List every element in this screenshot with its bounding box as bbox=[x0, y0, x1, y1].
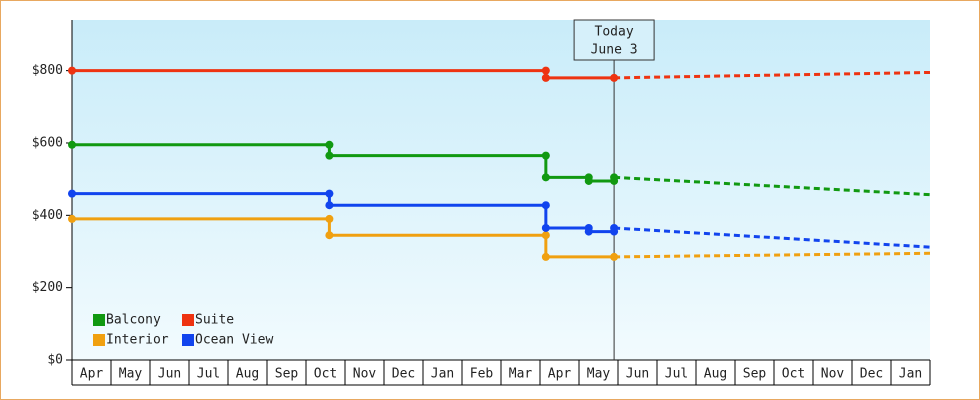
price-point bbox=[541, 231, 550, 240]
x-tick-label: Jun bbox=[626, 367, 649, 382]
x-tick-label: Apr bbox=[548, 367, 572, 382]
x-tick-label: Sep bbox=[275, 367, 299, 382]
x-tick-label: Apr bbox=[80, 367, 104, 382]
x-tick-label: Sep bbox=[743, 367, 767, 382]
price-point bbox=[541, 66, 550, 75]
y-tick-label: $600 bbox=[32, 135, 63, 150]
legend-label: Suite bbox=[195, 313, 234, 328]
price-point bbox=[541, 223, 550, 232]
today-box bbox=[573, 19, 655, 61]
price-point bbox=[584, 227, 593, 236]
x-tick-label: Oct bbox=[782, 367, 805, 382]
legend-swatch bbox=[93, 334, 105, 346]
legend-label: Interior bbox=[106, 333, 169, 348]
y-tick-label: $200 bbox=[32, 280, 63, 295]
price-point bbox=[325, 189, 334, 198]
price-point bbox=[325, 140, 334, 149]
x-tick-label: Nov bbox=[353, 367, 377, 382]
price-point bbox=[541, 252, 550, 261]
x-tick-label: Nov bbox=[821, 367, 845, 382]
plot-area bbox=[72, 20, 930, 360]
price-point bbox=[541, 201, 550, 210]
forecast-line bbox=[614, 251, 931, 259]
price-point bbox=[325, 214, 334, 223]
x-tick-label: Dec bbox=[860, 367, 883, 382]
price-point bbox=[541, 151, 550, 160]
today-label: Today bbox=[595, 25, 634, 40]
x-tick-label: Jun bbox=[158, 367, 181, 382]
price-point bbox=[325, 151, 334, 160]
x-tick-label: Aug bbox=[236, 367, 259, 382]
price-line bbox=[72, 217, 615, 259]
legend-swatch bbox=[93, 314, 105, 326]
x-tick-label: Jan bbox=[431, 367, 454, 382]
y-tick-label: $0 bbox=[47, 353, 63, 368]
price-point bbox=[610, 223, 619, 232]
price-point bbox=[68, 140, 76, 149]
y-tick-label: $800 bbox=[32, 63, 63, 78]
price-point bbox=[68, 66, 76, 75]
price-point bbox=[610, 252, 619, 261]
forecast-line bbox=[614, 175, 931, 197]
price-point bbox=[610, 73, 619, 82]
price-point bbox=[325, 201, 334, 210]
x-tick-label: Aug bbox=[704, 367, 727, 382]
price-point bbox=[68, 214, 76, 223]
price-point bbox=[610, 173, 619, 182]
x-tick-label: Feb bbox=[470, 367, 494, 382]
x-tick-label: Mar bbox=[509, 367, 533, 382]
x-tick-label: Jul bbox=[665, 367, 688, 382]
legend-label: Balcony bbox=[106, 313, 161, 328]
price-point bbox=[541, 173, 550, 182]
price-point bbox=[541, 73, 550, 82]
price-point bbox=[584, 176, 593, 185]
price-point bbox=[325, 231, 334, 240]
legend-swatch bbox=[182, 314, 194, 326]
x-tick-label: Dec bbox=[392, 367, 415, 382]
y-tick-label: $400 bbox=[32, 208, 63, 223]
today-label: June 3 bbox=[591, 43, 638, 58]
price-point bbox=[68, 189, 76, 198]
x-tick-label: Jan bbox=[899, 367, 922, 382]
x-tick-label: Jul bbox=[197, 367, 220, 382]
x-tick-label: May bbox=[587, 367, 611, 382]
x-tick-label: May bbox=[119, 367, 143, 382]
legend-label: Ocean View bbox=[195, 333, 273, 348]
legend-swatch bbox=[182, 334, 194, 346]
forecast-line bbox=[614, 70, 931, 80]
forecast-line bbox=[614, 226, 931, 249]
x-tick-label: Oct bbox=[314, 367, 337, 382]
